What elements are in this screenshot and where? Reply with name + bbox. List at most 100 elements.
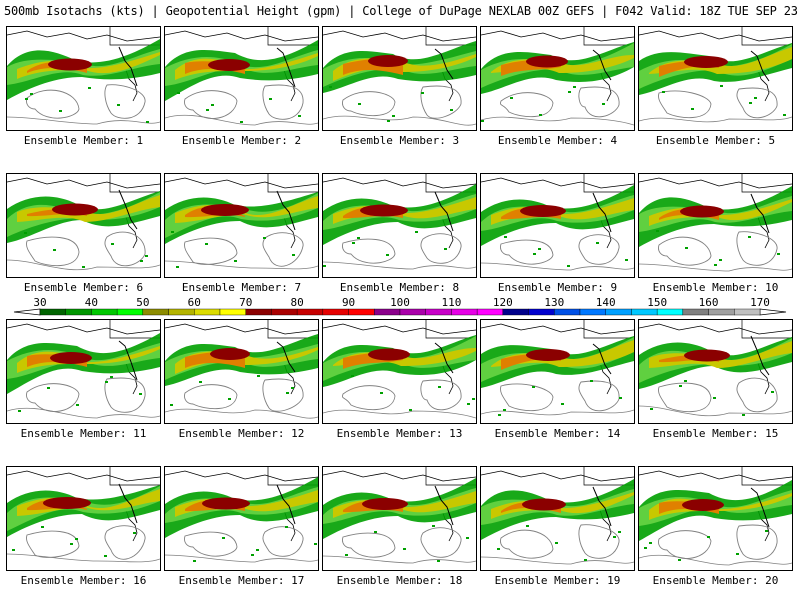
colorbar-tick-label: 140	[596, 296, 616, 309]
colorbar-tick-label: 110	[441, 296, 461, 309]
colorbar-segment	[708, 308, 735, 316]
colorbar-segment	[502, 308, 529, 316]
colorbar-segment	[682, 308, 709, 316]
isotach-map	[7, 174, 160, 271]
ensemble-member-label: Ensemble Member: 3	[339, 134, 460, 147]
isotach-map	[165, 467, 318, 563]
isotach-map	[639, 467, 792, 566]
colorbar-segment	[631, 308, 658, 316]
ensemble-member-label: Ensemble Member: 4	[497, 134, 618, 147]
colorbar-segment	[116, 308, 144, 316]
colorbar-segment	[245, 308, 272, 316]
ensemble-map-panel	[480, 173, 635, 278]
colorbar-tick-label: 150	[647, 296, 667, 309]
colorbar-tick-label: 70	[239, 296, 252, 309]
colorbar-segment	[271, 308, 298, 316]
colorbar-segment	[554, 308, 581, 316]
ensemble-member-label: Ensemble Member: 7	[181, 281, 302, 294]
ensemble-map-panel	[638, 26, 793, 131]
ensemble-map-panel	[322, 26, 477, 131]
colorbar-segment	[219, 308, 246, 316]
ensemble-map-panel	[164, 319, 319, 424]
ensemble-map-panel	[6, 173, 161, 278]
ensemble-member-label: Ensemble Member: 2	[181, 134, 302, 147]
figure-title: 500mb Isotachs (kts) | Geopotential Heig…	[4, 4, 800, 18]
colorbar-tick-label: 80	[291, 296, 304, 309]
wind-speed-colorbar: 30 40 50 60 70 80 90 100 110 120 130 140 150 160 170	[13, 296, 787, 316]
colorbar-tick-label: 50	[136, 296, 149, 309]
colorbar-tick-label: 30	[33, 296, 46, 309]
ensemble-map-panel	[6, 26, 161, 131]
colorbar-segment	[579, 308, 606, 316]
ensemble-map-panel	[164, 466, 319, 571]
colorbar-segment	[734, 308, 761, 316]
colorbar-segment	[399, 308, 426, 316]
colorbar-segment	[374, 308, 401, 316]
isotach-map	[639, 174, 792, 272]
colorbar-segment	[322, 308, 349, 316]
isotach-map	[481, 467, 634, 565]
ensemble-member-label: Ensemble Member: 11	[20, 427, 147, 440]
ensemble-map-panel	[322, 319, 477, 424]
isotach-map	[323, 174, 476, 270]
colorbar-tick-label: 160	[699, 296, 719, 309]
colorbar-segment	[425, 308, 452, 316]
isotach-map	[481, 27, 634, 126]
isotach-map	[323, 467, 476, 564]
ensemble-map-panel	[164, 173, 319, 278]
ensemble-member-label: Ensemble Member: 12	[178, 427, 305, 440]
colorbar-tick-label: 170	[750, 296, 770, 309]
colorbar-segment	[296, 308, 324, 316]
colorbar-tick-label: 130	[544, 296, 564, 309]
colorbar-tick-label: 90	[342, 296, 355, 309]
ensemble-map-panel	[638, 173, 793, 278]
ensemble-map-panel	[322, 173, 477, 278]
colorbar-segment	[142, 308, 169, 316]
isotach-map	[7, 467, 160, 563]
ensemble-map-panel	[6, 466, 161, 571]
colorbar-segment	[39, 308, 66, 316]
ensemble-member-label: Ensemble Member: 17	[178, 574, 305, 587]
ensemble-map-panel	[164, 26, 319, 131]
colorbar-left-arrow	[13, 308, 41, 316]
isotach-map	[165, 174, 318, 270]
isotach-map	[323, 320, 476, 419]
isotach-map	[165, 27, 318, 126]
ensemble-map-panel	[480, 319, 635, 424]
ensemble-member-label: Ensemble Member: 6	[23, 281, 144, 294]
ensemble-member-label: Ensemble Member: 13	[336, 427, 463, 440]
ensemble-map-panel	[322, 466, 477, 571]
isotach-map	[481, 320, 634, 416]
isotach-map	[165, 320, 318, 419]
ensemble-map-panel	[480, 26, 635, 131]
ensemble-member-label: Ensemble Member: 5	[655, 134, 776, 147]
colorbar-segment	[348, 308, 375, 316]
colorbar-right-arrow	[759, 308, 787, 316]
colorbar-segment	[656, 308, 684, 316]
colorbar-tick-label: 60	[188, 296, 201, 309]
isotach-map	[639, 27, 792, 123]
colorbar-tick-label: 100	[390, 296, 410, 309]
ensemble-member-label: Ensemble Member: 19	[494, 574, 621, 587]
ensemble-member-label: Ensemble Member: 20	[652, 574, 779, 587]
isotach-map	[7, 27, 160, 125]
colorbar-segment	[476, 308, 504, 316]
colorbar-segment	[451, 308, 478, 316]
ensemble-member-label: Ensemble Member: 10	[652, 281, 779, 294]
colorbar-segment	[605, 308, 632, 316]
colorbar-tick-label: 40	[85, 296, 98, 309]
isotach-map	[7, 320, 160, 419]
colorbar-segment	[194, 308, 221, 316]
colorbar-tick-label: 120	[493, 296, 513, 309]
ensemble-map-panel	[638, 466, 793, 571]
isotach-map	[323, 27, 476, 126]
ensemble-member-label: Ensemble Member: 14	[494, 427, 621, 440]
ensemble-member-label: Ensemble Member: 15	[652, 427, 779, 440]
ensemble-member-label: Ensemble Member: 9	[497, 281, 618, 294]
isotach-map	[639, 320, 792, 417]
ensemble-map-panel	[480, 466, 635, 571]
ensemble-member-label: Ensemble Member: 18	[336, 574, 463, 587]
ensemble-map-panel	[638, 319, 793, 424]
isotach-map	[481, 174, 634, 271]
colorbar-segment	[65, 308, 92, 316]
